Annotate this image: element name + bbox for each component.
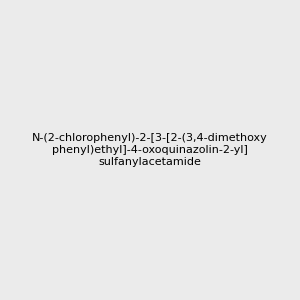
Text: N-(2-chlorophenyl)-2-[3-[2-(3,4-dimethoxy
phenyl)ethyl]-4-oxoquinazolin-2-yl]
su: N-(2-chlorophenyl)-2-[3-[2-(3,4-dimethox… xyxy=(32,134,268,166)
